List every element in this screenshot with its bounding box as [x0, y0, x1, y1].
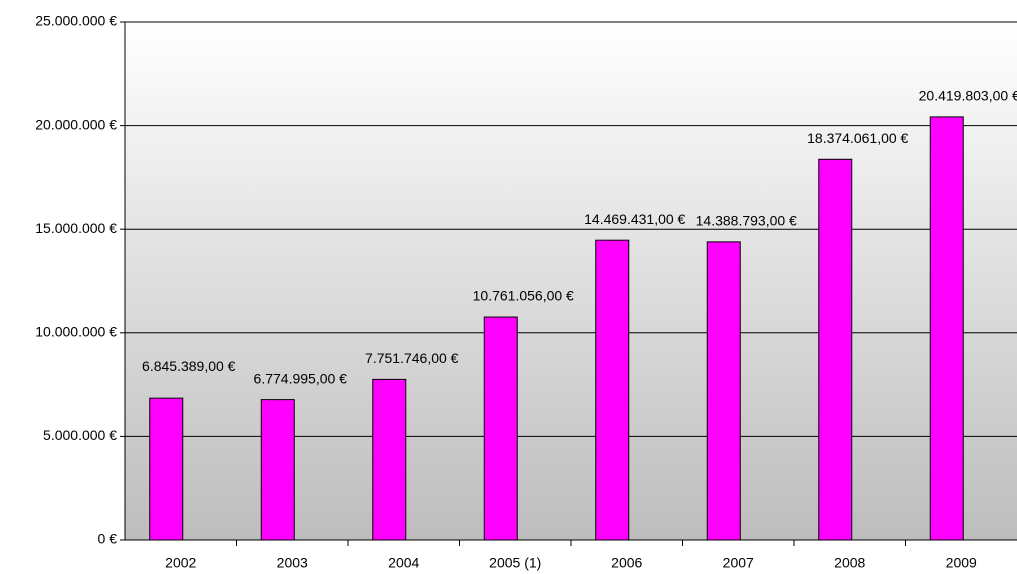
data-label: 7.751.746,00 €: [365, 350, 459, 366]
x-tick-label: 2002: [165, 555, 196, 571]
x-tick-label: 2005 (1): [489, 555, 541, 571]
x-tick-label: 2009: [946, 555, 977, 571]
data-label: 14.388.793,00 €: [696, 213, 797, 229]
bar: [483, 316, 518, 541]
x-tick-label: 2003: [277, 555, 308, 571]
y-tick-label: 10.000.000 €: [35, 324, 117, 340]
bar: [929, 116, 964, 541]
bar: [818, 158, 853, 541]
data-label: 6.774.995,00 €: [254, 370, 348, 386]
y-tick-label: 20.000.000 €: [35, 116, 117, 132]
y-tick-label: 15.000.000 €: [35, 220, 117, 236]
x-tick-label: 2004: [388, 555, 419, 571]
bar: [149, 397, 184, 541]
data-label: 18.374.061,00 €: [807, 130, 908, 146]
data-label: 10.761.056,00 €: [473, 288, 574, 304]
x-tick-label: 2006: [611, 555, 642, 571]
data-label: 14.469.431,00 €: [584, 211, 685, 227]
bar: [372, 378, 407, 541]
bar: [706, 241, 741, 541]
y-tick-label: 5.000.000 €: [43, 427, 117, 443]
data-label: 20.419.803,00 €: [919, 88, 1017, 104]
x-tick-label: 2007: [723, 555, 754, 571]
y-tick-label: 0 €: [98, 531, 118, 547]
data-label: 6.845.389,00 €: [142, 358, 236, 374]
x-tick-label: 2008: [834, 555, 865, 571]
bar: [595, 239, 630, 541]
y-tick-label: 25.000.000 €: [35, 13, 117, 29]
bar: [260, 399, 295, 541]
plot-background: [125, 22, 1017, 540]
